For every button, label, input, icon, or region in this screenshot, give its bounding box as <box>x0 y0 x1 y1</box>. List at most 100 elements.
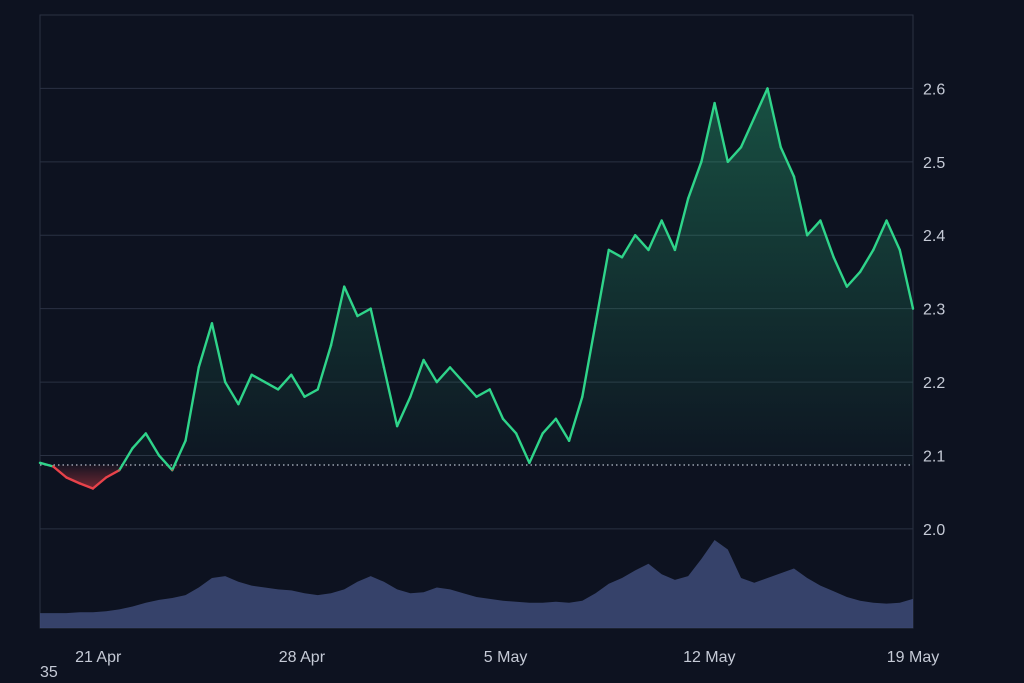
price-segment <box>700 101 716 164</box>
price-segment <box>845 270 862 288</box>
price-segment <box>713 101 730 164</box>
price-point <box>581 395 584 398</box>
price-segment <box>382 366 399 428</box>
price-segment <box>78 482 95 490</box>
price-segment <box>343 285 359 318</box>
price-point <box>607 249 610 251</box>
price-segment <box>501 417 518 435</box>
price-segment <box>634 234 650 252</box>
price-segment <box>885 219 901 252</box>
price-point <box>621 256 623 259</box>
price-segment <box>316 344 333 391</box>
price-segment <box>514 432 531 465</box>
price-segment <box>554 417 571 442</box>
y-tick-label: 2.6 <box>923 81 945 98</box>
y-tick-label: 2.1 <box>923 448 945 465</box>
price-point <box>65 476 68 479</box>
price-point <box>303 395 306 398</box>
price-point <box>369 307 372 310</box>
price-segment <box>263 380 280 391</box>
price-segment <box>435 366 452 384</box>
price-point <box>859 271 861 273</box>
price-segment <box>528 432 544 465</box>
price-point <box>541 432 544 435</box>
price-segment <box>541 417 558 435</box>
price-point <box>727 161 729 163</box>
price-segment <box>594 248 610 325</box>
price-segment <box>131 432 148 450</box>
y-tick-label: 2.0 <box>923 522 945 539</box>
price-segment <box>171 439 187 472</box>
price-point <box>660 219 663 222</box>
x-tick-label: 12 May <box>683 649 735 666</box>
price-area-up <box>40 88 913 466</box>
price-point <box>330 344 332 347</box>
price-point <box>687 197 689 200</box>
price-point <box>515 432 517 435</box>
price-point <box>409 395 412 398</box>
price-point <box>793 175 795 178</box>
price-segment <box>448 366 465 384</box>
price-segment <box>620 234 637 259</box>
price-point <box>502 417 504 420</box>
price-segment <box>65 476 81 485</box>
price-segment <box>223 380 240 406</box>
price-segment <box>647 219 663 252</box>
price-point <box>898 249 901 251</box>
price-point <box>52 465 55 468</box>
price-point <box>316 388 319 391</box>
price-point <box>885 219 888 222</box>
price-segment <box>157 454 174 472</box>
price-segment <box>766 87 782 149</box>
volume-area <box>40 540 913 628</box>
price-point <box>356 315 359 317</box>
price-segment <box>805 219 822 237</box>
price-segment <box>726 145 743 164</box>
price-point <box>250 373 253 376</box>
x-tick-label: 21 Apr <box>75 649 122 666</box>
price-point <box>740 146 742 148</box>
y-tick-label: 2.3 <box>923 302 945 319</box>
price-segment <box>475 388 491 398</box>
price-point <box>105 476 107 479</box>
price-point <box>158 454 160 457</box>
price-segment <box>567 395 584 442</box>
price-segment <box>329 285 346 347</box>
price-segment <box>898 248 915 310</box>
price-point <box>713 102 716 104</box>
price-point <box>555 417 557 420</box>
price-point <box>766 87 769 90</box>
price-point <box>343 285 346 288</box>
price-point <box>436 381 438 383</box>
price-segment <box>303 388 319 398</box>
price-point <box>237 403 240 405</box>
price-segment <box>673 197 690 252</box>
price-segment <box>369 307 386 369</box>
price-segment <box>581 322 597 398</box>
price-point <box>383 366 385 369</box>
price-point <box>568 439 570 442</box>
price-segment <box>52 465 68 479</box>
price-point <box>674 249 676 251</box>
price-segment <box>118 446 134 472</box>
price-point <box>78 482 81 485</box>
price-segment <box>144 432 161 457</box>
price-segment <box>832 256 849 288</box>
price-segment <box>184 366 200 442</box>
price-point <box>396 425 398 427</box>
price-segment <box>686 160 703 200</box>
price-segment <box>356 307 372 318</box>
price-point <box>700 161 703 163</box>
price-point <box>184 439 187 442</box>
price-segment <box>91 476 108 490</box>
price-point <box>594 322 597 325</box>
price-segment <box>104 468 121 479</box>
price-segment <box>739 116 756 149</box>
price-segment <box>276 373 293 391</box>
price-segment <box>872 219 888 252</box>
corner-label: 35 <box>40 664 58 681</box>
price-point <box>872 249 875 251</box>
price-point <box>290 373 293 376</box>
price-point <box>145 432 147 435</box>
